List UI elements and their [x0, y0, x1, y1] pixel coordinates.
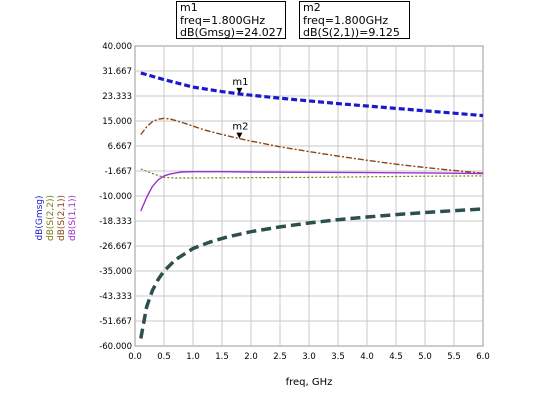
y-tick-label: -18.333: [99, 217, 132, 227]
marker-m2-value: dB(S(2,1))=9.125: [303, 26, 400, 39]
y-tick-labels: 40.000 31.667 23.333 15.000 6.667 -1.667 -10.0…: [99, 42, 132, 352]
x-axis-label: freq, GHz: [286, 377, 333, 388]
series-line-db-s-2-2-: [140, 168, 484, 179]
series-line-db-s-1-1-: [140, 170, 484, 212]
x-tick-label: 1.0: [186, 352, 200, 362]
y-tick-label: 31.667: [102, 67, 132, 77]
legend: dB(Gmsg) dB(S(2,2)) dB(S(2,1)) dB(S(1,1)): [35, 195, 78, 241]
legend-entry: dB(S(2,2)): [46, 195, 56, 241]
y-tick-label: -10.000: [99, 192, 132, 202]
marker-points: m1 m2: [232, 77, 249, 139]
y-tick-label: 15.000: [102, 117, 132, 127]
marker-m1-label: m1: [232, 77, 248, 88]
marker-m2-freq: freq=1.800GHz: [303, 13, 389, 27]
x-tick-label: 6.0: [476, 352, 490, 362]
y-tick-label: -60.000: [99, 342, 132, 352]
y-tick-label: 23.333: [102, 92, 132, 102]
y-tick-label: -43.333: [99, 292, 132, 302]
series-line-unnamed-4: [139, 207, 484, 339]
y-tick-label: -26.667: [99, 242, 132, 252]
x-tick-label: 1.5: [215, 352, 229, 362]
grid-lines: [135, 46, 483, 346]
x-tick-label: 3.0: [302, 352, 316, 362]
marker-m2-name: m2: [303, 1, 321, 14]
marker-m1-name: m1: [180, 1, 198, 14]
x-tick-labels: 0.0 0.5 1.0 1.5 2.0 2.5 3.0 3.5 4.0 4.5 5.0 5.5 6.0: [128, 352, 490, 362]
marker-m1-value: dB(Gmsg)=24.027: [180, 26, 283, 39]
series-line-db-gmsg-: [140, 71, 484, 118]
marker-m2-triangle[interactable]: [236, 132, 243, 139]
x-tick-label: 2.0: [244, 352, 258, 362]
x-tick-label: 0.5: [157, 352, 171, 362]
x-tick-label: 4.5: [389, 352, 403, 362]
series-lines: [139, 71, 484, 339]
series-line-db-s-2-1-: [140, 117, 484, 174]
x-tick-label: 2.5: [273, 352, 287, 362]
marker-m1-triangle[interactable]: [236, 87, 243, 94]
x-tick-label: 3.5: [331, 352, 345, 362]
y-tick-label: 40.000: [102, 42, 132, 52]
x-tick-label: 0.0: [128, 352, 142, 362]
legend-entry: dB(S(1,1)): [68, 195, 78, 241]
x-tick-label: 5.0: [418, 352, 432, 362]
y-tick-label: 6.667: [108, 142, 132, 152]
marker-m1-freq: freq=1.800GHz: [180, 13, 266, 27]
y-tick-label: -51.667: [99, 317, 132, 327]
x-tick-label: 4.0: [360, 352, 374, 362]
legend-entry: dB(S(2,1)): [57, 195, 67, 241]
y-tick-label: -1.667: [105, 167, 132, 177]
marker-m1-readout[interactable]: m1 freq=1.800GHz dB(Gmsg)=24.027: [176, 1, 286, 39]
x-tick-label: 5.5: [447, 352, 461, 362]
marker-m2-readout[interactable]: m2 freq=1.800GHz dB(S(2,1))=9.125: [299, 1, 410, 39]
legend-entry: dB(Gmsg): [35, 195, 45, 240]
marker-m2-label: m2: [232, 122, 248, 133]
y-tick-label: -35.000: [99, 267, 132, 277]
